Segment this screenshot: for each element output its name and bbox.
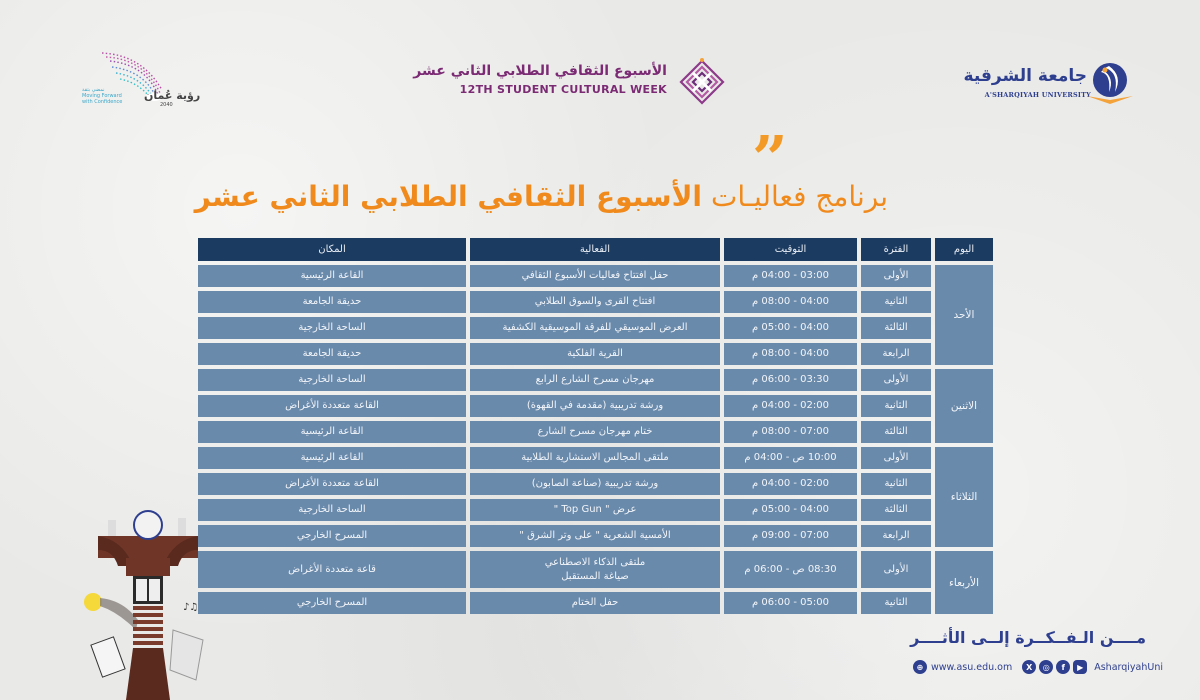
venue-cell: القاعة الرئيسية <box>198 421 466 443</box>
schedule-table: اليوم الفترة التوقيت الفعالية المكان الأ… <box>198 238 993 614</box>
venue-cell: القاعة الرئيسية <box>198 447 466 469</box>
activity-cell: ملتقى المجالس الاستشارية الطلابية <box>470 447 720 469</box>
period-cell: الأولى <box>861 447 931 469</box>
venue-cell: قاعة متعددة الأغراض <box>198 551 466 588</box>
university-name-ar: جامعة الشرقية <box>963 66 1087 86</box>
day-cell-tuesday: الثلاثاء <box>935 447 993 547</box>
column-header-day: اليوم <box>935 238 993 261</box>
vision-brand: رؤية عُمان <box>144 89 201 102</box>
time-cell: 04:00 - 05:00 م <box>724 499 857 521</box>
period-cell: الثالثة <box>861 421 931 443</box>
event-title-en: 12TH STUDENT CULTURAL WEEK <box>459 83 667 96</box>
globe-icon: ⊕ <box>913 660 927 674</box>
footer-contacts: ⊕ www.asu.edu.om X ◎ f ▶ AsharqiyahUni <box>913 658 1163 676</box>
venue-cell: حديقة الجامعة <box>198 343 466 365</box>
period-cell: الأولى <box>861 265 931 287</box>
venue-cell: الساحة الخارجية <box>198 317 466 339</box>
event-title-ar: الأسبوع الثقافي الطلابي الثاني عشر <box>413 63 667 79</box>
activity-cell: حفل الختام <box>470 592 720 614</box>
venue-cell: القاعة الرئيسية <box>198 265 466 287</box>
activity-cell: مهرجان مسرح الشارع الرابع <box>470 369 720 391</box>
schedule-grid: اليوم الفترة التوقيت الفعالية المكان الأ… <box>198 238 993 614</box>
activity-cell: القرية الفلكية <box>470 343 720 365</box>
activity-cell: ورشة تدريبية (مقدمة في القهوة) <box>470 395 720 417</box>
activity-cell: ورشة تدريبية (صناعة الصابون) <box>470 473 720 495</box>
column-header-activity: الفعالية <box>470 238 720 261</box>
facebook-icon[interactable]: f <box>1056 660 1071 674</box>
vision-2040-logo: نمضي بثقة Moving Forward with Confidence… <box>82 45 207 110</box>
column-header-venue: المكان <box>198 238 466 261</box>
period-cell: الرابعة <box>861 525 931 547</box>
column-header-time: التوقيت <box>724 238 857 261</box>
venue-cell: الساحة الخارجية <box>198 369 466 391</box>
period-cell: الثانية <box>861 395 931 417</box>
period-cell: الثانية <box>861 473 931 495</box>
activity-cell: الأمسية الشعرية " على وتر الشرق " <box>470 525 720 547</box>
venue-cell: الساحة الخارجية <box>198 499 466 521</box>
svg-text:♪♫: ♪♫ <box>183 602 198 613</box>
tagline-en-1: Moving Forward <box>82 93 122 99</box>
quote-icon: ” <box>752 122 788 195</box>
vision-year: 2040 <box>160 102 173 108</box>
page-title-light: برنامج فعاليـات <box>710 180 888 213</box>
university-emblem-icon <box>1087 63 1133 104</box>
time-cell: 04:00 - 08:00 م <box>724 343 857 365</box>
activity-cell: حفل افتتاح فعاليات الأسبوع الثقافي <box>470 265 720 287</box>
tagline-ar: نمضي بثقة <box>82 87 105 93</box>
time-cell: 02:00 - 04:00 م <box>724 473 857 495</box>
activity-cell: ملتقى الذكاء الاصطناعي صياغة المستقبل <box>470 551 720 588</box>
venue-cell: المسرح الخارجي <box>198 592 466 614</box>
venue-cell: المسرح الخارجي <box>198 525 466 547</box>
website-link[interactable]: ⊕ www.asu.edu.om <box>913 660 1012 674</box>
x-icon[interactable]: X <box>1022 660 1037 674</box>
period-cell: الثانية <box>861 592 931 614</box>
time-cell: 05:00 - 06:00 م <box>724 592 857 614</box>
activity-cell: افتتاح القرى والسوق الطلابي <box>470 291 720 313</box>
period-cell: الثانية <box>861 291 931 313</box>
time-cell: 08:30 ص - 06:00 م <box>724 551 857 588</box>
venue-cell: القاعة متعددة الأغراض <box>198 395 466 417</box>
time-cell: 07:00 - 09:00 م <box>724 525 857 547</box>
website-url: www.asu.edu.om <box>931 661 1013 673</box>
instagram-icon[interactable]: ◎ <box>1039 660 1054 674</box>
period-cell: الرابعة <box>861 343 931 365</box>
university-logo: جامعة الشرقية A'SHARQIYAH UNIVERSITY <box>964 58 1135 108</box>
venue-cell: حديقة الجامعة <box>198 291 466 313</box>
day-cell-wednesday: الأربعاء <box>935 551 993 614</box>
activity-cell: العرض الموسيقي للفرقة الموسيقية الكشفية <box>470 317 720 339</box>
youtube-icon[interactable]: ▶ <box>1073 660 1088 674</box>
page-title-bold: الأسبوع الثقافي الطلابي الثاني عشر <box>194 180 703 213</box>
activity-line-2: صياغة المستقبل <box>561 570 629 582</box>
day-cell-monday: الاثنين <box>935 369 993 443</box>
period-cell: الثالثة <box>861 499 931 521</box>
tagline-en-2: with Confidence <box>82 99 123 105</box>
venue-cell: القاعة متعددة الأغراض <box>198 473 466 495</box>
period-cell: الأولى <box>861 369 931 391</box>
time-cell: 04:00 - 05:00 م <box>724 317 857 339</box>
cultural-week-logo: الأسبوع الثقافي الطلابي الثاني عشر 12TH … <box>413 55 735 105</box>
period-cell: الثالثة <box>861 317 931 339</box>
social-links: X ◎ f ▶ AsharqiyahUni <box>1022 660 1163 674</box>
day-cell-sunday: الأحد <box>935 265 993 365</box>
cultural-week-mark-icon <box>679 58 725 105</box>
clock-tower-illustration: ♪♫ <box>84 510 204 700</box>
column-header-period: الفترة <box>861 238 931 261</box>
time-cell: 02:00 - 04:00 م <box>724 395 857 417</box>
period-cell: الأولى <box>861 551 931 588</box>
vision-tagline: نمضي بثقة Moving Forward with Confidence <box>82 87 127 105</box>
university-name-en: A'SHARQIYAH UNIVERSITY <box>984 91 1091 99</box>
activity-line-1: ملتقى الذكاء الاصطناعي <box>544 556 646 568</box>
time-cell: 04:00 - 08:00 م <box>724 291 857 313</box>
vision-swirl-icon <box>101 52 163 101</box>
time-cell: 03:30 - 06:00 م <box>724 369 857 391</box>
time-cell: 07:00 - 08:00 م <box>724 421 857 443</box>
time-cell: 10:00 ص - 04:00 م <box>724 447 857 469</box>
activity-cell: ختام مهرجان مسرح الشارع <box>470 421 720 443</box>
social-handle: AsharqiyahUni <box>1094 661 1163 673</box>
slogan: مــــن الـفــكــرة إلــى الأثــــر <box>910 628 1146 647</box>
time-cell: 03:00 - 04:00 م <box>724 265 857 287</box>
activity-cell: عرض " Top Gun " <box>470 499 720 521</box>
page-title: برنامج فعاليـات الأسبوع الثقافي الطلابي … <box>195 180 888 213</box>
